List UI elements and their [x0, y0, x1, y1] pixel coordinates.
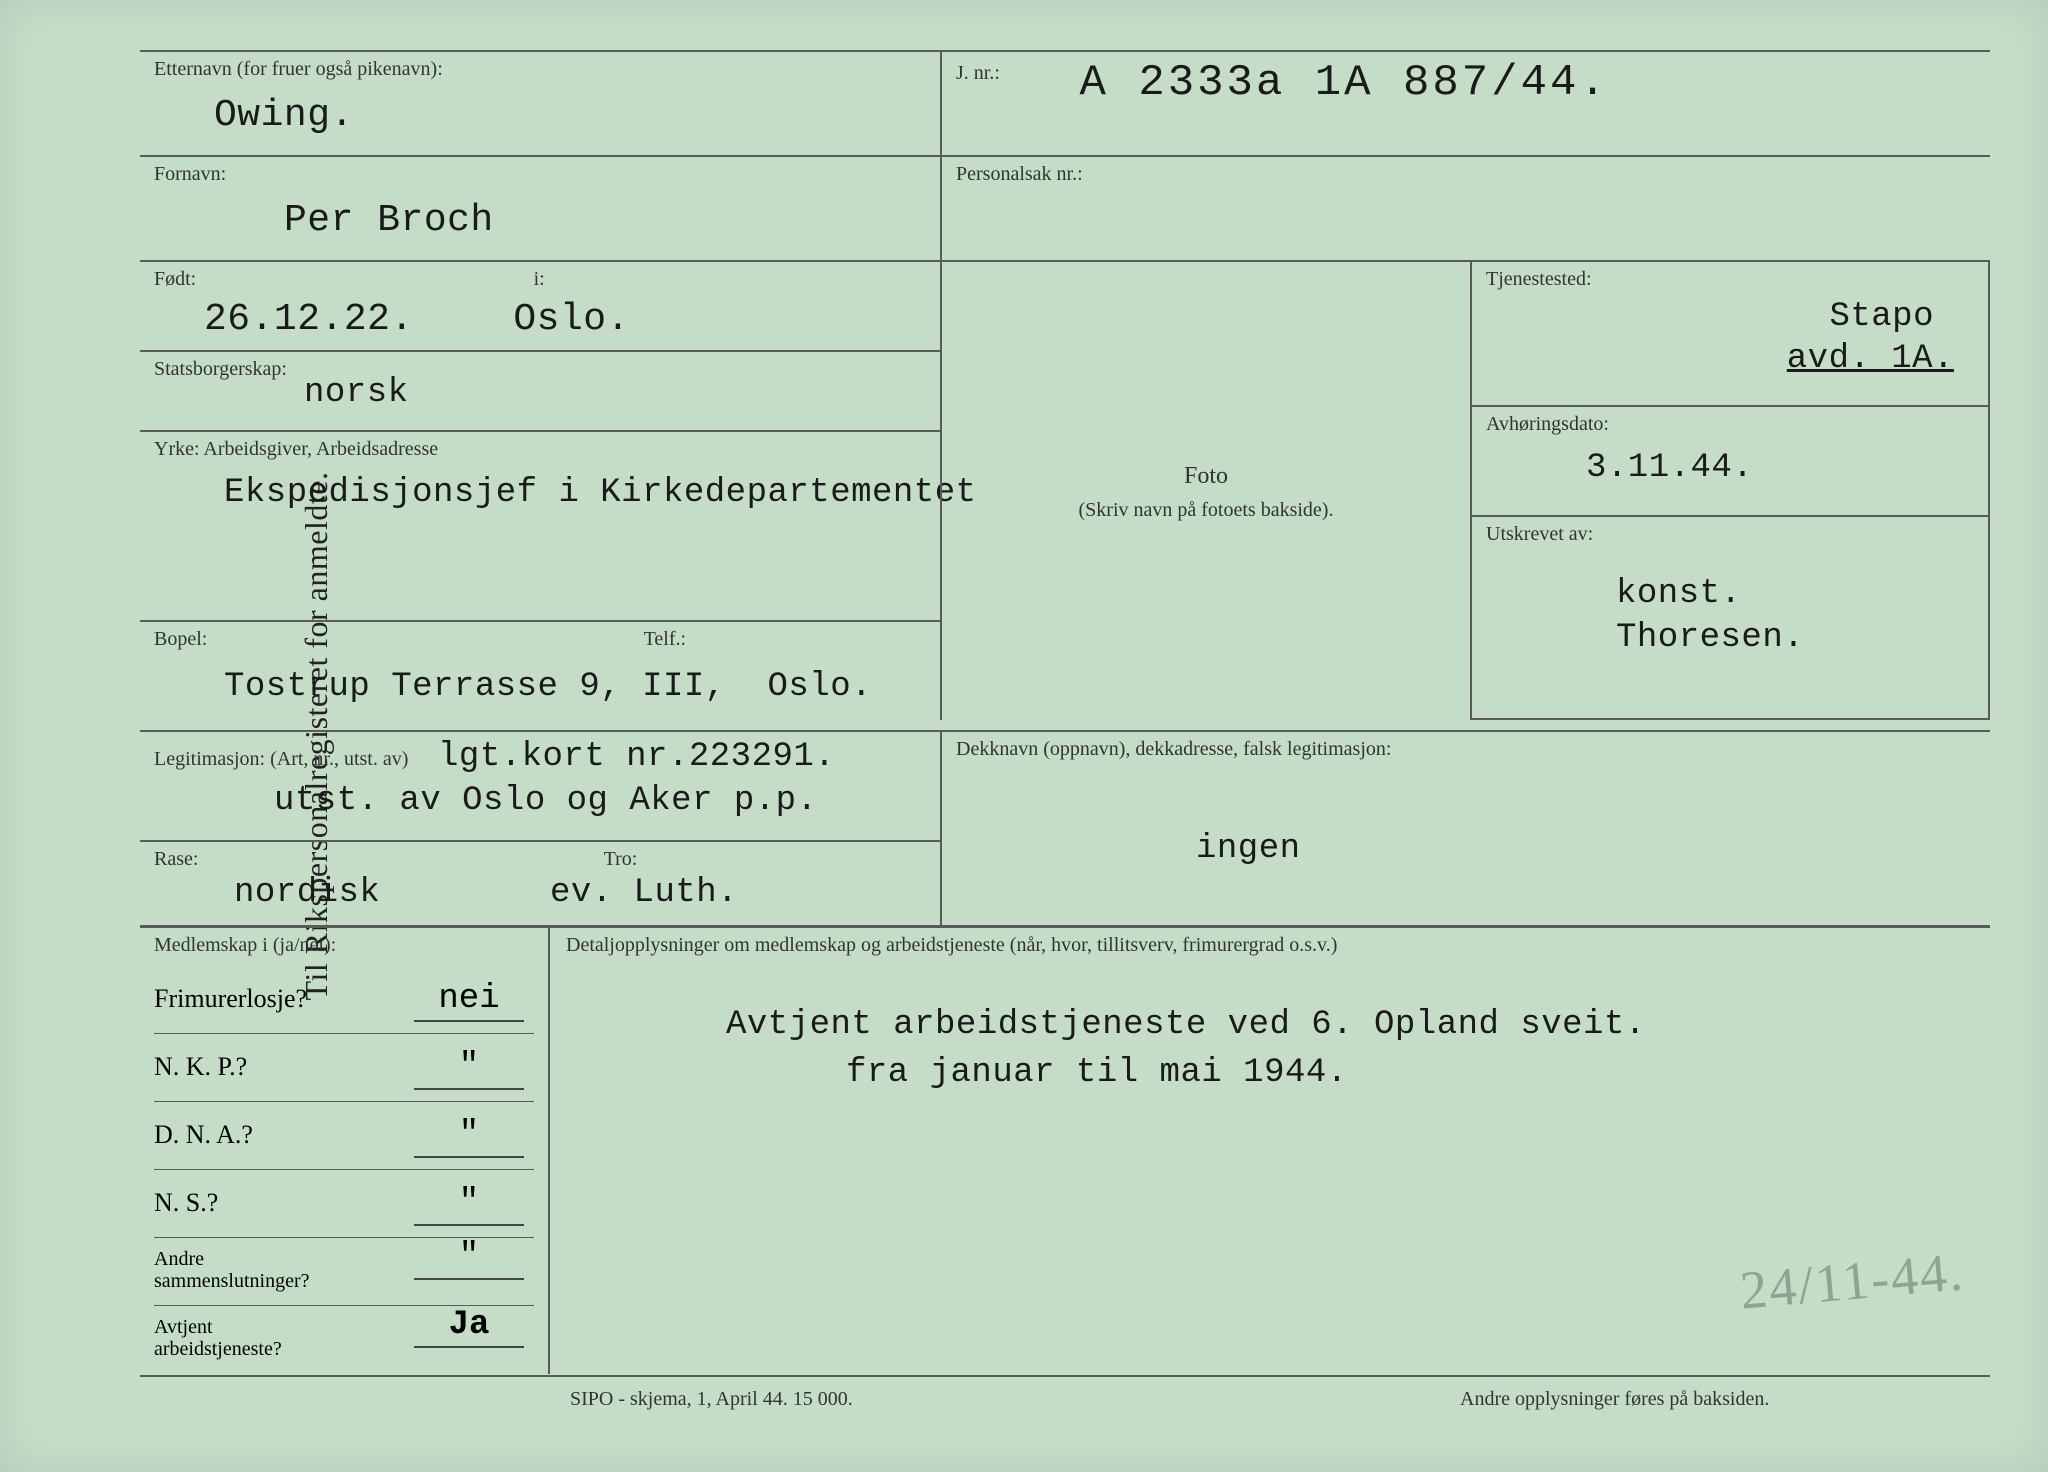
avhor-label: Avhøringsdato:	[1486, 413, 1974, 435]
rase-label: Rase:	[154, 848, 214, 870]
fodti-value: Oslo.	[513, 298, 630, 341]
legit-label: Legitimasjon: (Art, nr., utst. av)	[154, 748, 408, 770]
footer-right: Andre opplysninger føres på baksiden.	[1460, 1388, 1769, 1411]
legit-b: utst. av Oslo og Aker p.p.	[274, 782, 926, 820]
dekknavn-value: ingen	[1196, 830, 1976, 868]
cell-rase: Rase: Tro: nordisk ev. Luth.	[140, 840, 940, 925]
cell-utskrevet: Utskrevet av: konst. Thoresen.	[1470, 515, 1990, 720]
jnr-value: A 2333a 1A 887/44.	[1080, 58, 1609, 108]
cell-fodt: Født: i: 26.12.22. Oslo.	[140, 260, 940, 350]
avhor-value: 3.11.44.	[1586, 449, 1974, 487]
cell-dekknavn: Dekknavn (oppnavn), dekkadresse, falsk l…	[940, 730, 1990, 925]
stats-value: norsk	[304, 374, 926, 412]
medlemskap-label: Medlemskap i (ja/nei):	[154, 934, 534, 956]
form-area: Etternavn (for fruer også pikenavn): Owi…	[140, 50, 2008, 1432]
cell-foto: Foto (Skriv navn på fotoets bakside).	[940, 260, 1470, 720]
rase-value: nordisk	[234, 874, 380, 912]
andre-value: "	[414, 1238, 524, 1280]
stats-label: Statsborgerskap:	[154, 358, 287, 380]
dekknavn-label: Dekknavn (oppnavn), dekkadresse, falsk l…	[956, 738, 1976, 760]
utskrevet-label: Utskrevet av:	[1486, 523, 1974, 545]
bopel-label: Bopel:	[154, 628, 214, 650]
cell-bopel: Bopel: Telf.: Tostrup Terrasse 9, III, O…	[140, 620, 940, 730]
memb-nkp: N. K. P.? "	[154, 1034, 534, 1102]
detalj-a: Avtjent arbeidstjeneste ved 6. Opland sv…	[726, 1006, 1976, 1044]
nkp-value: "	[414, 1048, 524, 1090]
etternavn-value: Owing.	[214, 94, 926, 137]
tro-label: Tro:	[604, 848, 638, 870]
frimurer-label: Frimurerlosje?	[154, 966, 414, 1014]
avtjent-value: Ja	[414, 1306, 524, 1348]
tjenestested-b: avd. 1A.	[1486, 340, 1974, 378]
dna-value: "	[414, 1116, 524, 1158]
cell-fornavn: Fornavn: Per Broch	[140, 155, 940, 260]
cell-avhor: Avhøringsdato: 3.11.44.	[1470, 405, 1990, 515]
membership-col: Medlemskap i (ja/nei): Frimurerlosje? ne…	[140, 928, 550, 1374]
nkp-label: N. K. P.?	[154, 1034, 414, 1082]
utskrevet-a: konst.	[1616, 575, 1974, 613]
bopel-value: Tostrup Terrasse 9, III, Oslo.	[224, 668, 926, 706]
registry-card: Til Rikspersonalregisteret for anmeldte.…	[0, 0, 2048, 1472]
memb-dna: D. N. A.? "	[154, 1102, 534, 1170]
yrke-value: Ekspedisjonsjef i Kirkedepartementet	[224, 474, 926, 512]
foto-label: Foto	[1184, 463, 1228, 489]
jnr-label: J. nr.:	[956, 62, 1000, 84]
fodt-label: Født:	[154, 268, 214, 290]
footer-left: SIPO - skjema, 1, April 44. 15 000.	[570, 1388, 853, 1411]
utskrevet-b: Thoresen.	[1616, 619, 1974, 657]
personalsak-label: Personalsak nr.:	[956, 163, 1976, 185]
ns-label: N. S.?	[154, 1170, 414, 1218]
cell-personalsak: Personalsak nr.:	[940, 155, 1990, 260]
fornavn-label: Fornavn:	[154, 163, 926, 185]
yrke-label: Yrke: Arbeidsgiver, Arbeidsadresse	[154, 438, 926, 460]
pencil-note: 24/11-44.	[1738, 1240, 1967, 1321]
cell-legit: Legitimasjon: (Art, nr., utst. av) lgt.k…	[140, 730, 940, 840]
legit-a: lgt.kort nr.223291.	[438, 738, 835, 776]
detalj-label: Detaljopplysninger om medlemskap og arbe…	[566, 934, 1976, 956]
memb-avtjent: Avtjent arbeidstjeneste? Ja	[154, 1306, 534, 1374]
etternavn-label: Etternavn (for fruer også pikenavn):	[154, 58, 926, 80]
cell-yrke: Yrke: Arbeidsgiver, Arbeidsadresse Ekspe…	[140, 430, 940, 620]
memb-andre: Andre sammenslutninger? "	[154, 1238, 534, 1306]
telf-label: Telf.:	[644, 628, 686, 650]
footer-line	[140, 1375, 1990, 1377]
ns-value: "	[414, 1184, 524, 1226]
cell-etternavn: Etternavn (for fruer også pikenavn): Owi…	[140, 50, 940, 155]
cell-tjenestested: Tjenestested: Stapo avd. 1A.	[1470, 260, 1990, 405]
avtjent-label: Avtjent arbeidstjeneste?	[154, 1306, 414, 1360]
detalj-b: fra januar til mai 1944.	[846, 1054, 1976, 1092]
dna-label: D. N. A.?	[154, 1102, 414, 1150]
tro-value: ev. Luth.	[550, 874, 738, 912]
fodt-value: 26.12.22.	[204, 298, 414, 341]
tjenestested-a: Stapo	[1486, 298, 1974, 336]
cell-stats: Statsborgerskap: norsk	[140, 350, 940, 430]
detail-col: Detaljopplysninger om medlemskap og arbe…	[552, 928, 1990, 1098]
fornavn-value: Per Broch	[284, 199, 926, 242]
frimurer-value: nei	[414, 980, 524, 1022]
tjenestested-label: Tjenestested:	[1486, 268, 1974, 290]
fodti-label: i:	[534, 268, 545, 290]
memb-ns: N. S.? "	[154, 1170, 534, 1238]
memb-frimurer: Frimurerlosje? nei	[154, 966, 534, 1034]
foto-sub: (Skriv navn på fotoets bakside).	[1079, 499, 1334, 521]
cell-jnr: J. nr.: A 2333a 1A 887/44.	[940, 50, 1990, 155]
andre-label: Andre sammenslutninger?	[154, 1238, 414, 1292]
